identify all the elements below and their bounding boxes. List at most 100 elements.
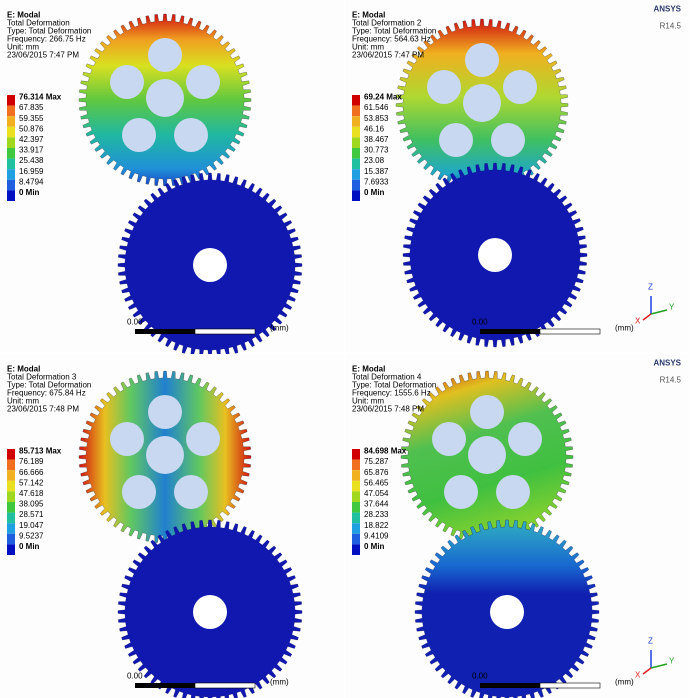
scale-start: 0.00 [472,318,488,327]
legend-label: 25.438 [19,156,44,165]
result-info: Type: Total Deformation [352,381,436,390]
gear-hole [491,123,525,157]
legend-label: 8.4794 [19,177,44,186]
result-info: Frequency: 675.84 Hz [7,389,86,398]
gear-bore [478,238,512,272]
legend-swatch [352,169,360,180]
legend-label: 42.397 [19,135,44,144]
legend-label: 76.314 Max [19,93,62,102]
axis-y-label: Y [669,657,675,666]
gear-hole [470,395,504,429]
legend-swatch [7,512,15,524]
gear-hole [508,422,542,456]
gear-hole [503,70,537,104]
result-info: Type: Total Deformation [7,27,91,36]
legend-swatch [352,459,360,471]
legend-swatch [7,179,15,191]
legend-swatch [352,480,360,492]
legend-label: 38.095 [19,500,44,509]
logo-name: ANSYS [653,5,681,14]
scale-start: 0.00 [472,672,488,681]
legend-label: 47.054 [364,489,389,498]
result-title: E: Modal [7,11,40,20]
scale-start: 0.00 [127,672,143,681]
axis-y [650,309,668,315]
axis-x [642,313,652,321]
axis-x-label: X [635,671,641,680]
gear-hole [146,436,184,474]
legend-label: 37.644 [364,500,389,509]
gear-hole [110,422,144,456]
gear-hole [148,38,182,72]
gear-hole [496,475,530,509]
legend-label: 0 Min [19,188,40,197]
legend-label: 76.189 [19,457,44,466]
gear-bore [193,595,227,629]
scale-end: (mm) [270,324,289,333]
gear-hole [463,84,501,122]
legend-label: 0 Min [364,188,385,197]
legend-swatch [352,179,360,191]
logo-name: ANSYS [653,359,681,368]
result-info: Type: Total Deformation [7,381,91,390]
scale-start: 0.00 [127,318,143,327]
axis-z-label: Z [648,637,653,646]
legend-label: 56.465 [364,478,389,487]
legend-swatch [7,158,15,170]
result-info: Frequency: 1555.6 Hz [352,389,431,398]
legend-swatch [352,190,360,201]
result-title: E: Modal [352,11,385,20]
gear-hole [186,422,220,456]
gear-hole [122,475,156,509]
legend-label: 65.876 [364,468,389,477]
scale-bar-white [539,682,601,689]
result-info: Total Deformation 2 [352,19,422,28]
legend-swatch [352,137,360,148]
legend-swatch [7,148,15,159]
legend-label: 38.467 [364,135,389,144]
legend-label: 28.233 [364,510,389,519]
legend-label: 30.773 [364,146,389,155]
scale-bar-black [480,683,540,688]
gear-hole [174,118,208,152]
legend-swatch [7,491,15,502]
gear-bore [490,595,524,629]
legend-swatch [352,470,360,481]
gear-hole [439,123,473,157]
result-info: Unit: mm [7,43,39,52]
legend-label: 19.047 [19,521,44,530]
result-info: Frequency: 266.75 Hz [7,35,86,44]
axis-x [642,667,652,675]
legend-swatch [7,116,15,127]
legend-swatch [7,459,15,471]
scale-end: (mm) [615,324,634,333]
gear-hole [148,395,182,429]
scale-bar-white [539,328,601,335]
legend-swatch [7,502,15,513]
legend-swatch [7,169,15,180]
legend-swatch [352,105,360,117]
legend-label: 16.959 [19,167,44,176]
legend-label: 59.355 [19,114,44,123]
logo-version: R14.5 [660,376,682,385]
legend-label: 7.6933 [364,177,389,186]
result-info: 23/06/2015 7:48 PM [7,405,79,414]
logo-version: R14.5 [660,22,682,31]
legend-swatch [352,148,360,159]
legend-swatch [7,95,15,106]
legend-label: 23.08 [364,156,385,165]
legend-label: 69.24 Max [364,93,402,102]
result-info: Unit: mm [352,397,384,406]
legend-swatch [352,449,360,460]
legend-label: 9.4109 [364,531,389,540]
result-info: 23/06/2015 7:47 PM [7,51,79,60]
legend-swatch [352,95,360,106]
legend-swatch [352,533,360,545]
gear-hole [432,422,466,456]
legend-label: 18.822 [364,521,389,530]
legend-swatch [352,523,360,534]
result-title: E: Modal [352,365,385,374]
legend-label: 75.287 [364,457,389,466]
